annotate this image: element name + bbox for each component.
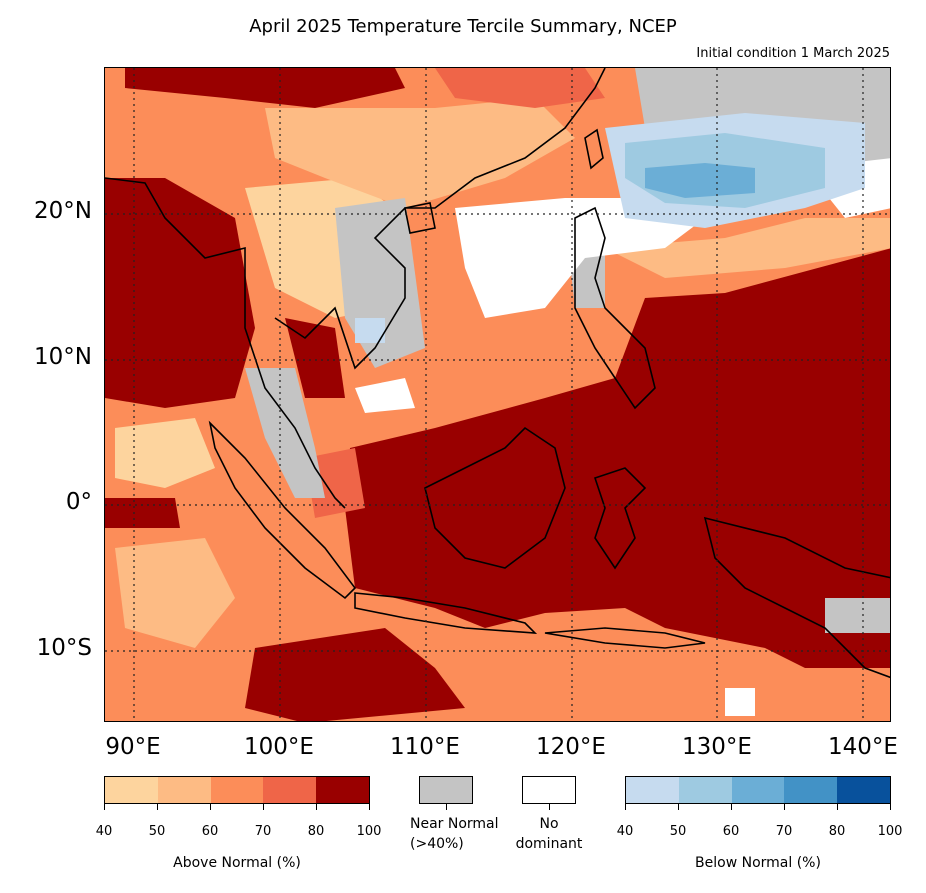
coastline-lesser-sunda — [544, 627, 706, 649]
below-tick-50: 50 — [669, 824, 687, 839]
coastline-hainan — [404, 202, 436, 234]
lon-label-130e: 130°E — [682, 734, 752, 760]
map-subtitle: Initial condition 1 March 2025 — [696, 46, 890, 61]
below-tick-40: 40 — [616, 824, 634, 839]
field-above-80-sundaland — [285, 318, 345, 398]
map-title: April 2025 Temperature Tercile Summary, … — [249, 16, 677, 37]
above-tick-60: 60 — [201, 824, 219, 839]
colorbar-above-normal — [104, 776, 370, 804]
coastline-sulawesi — [593, 467, 647, 570]
lat-label-10n: 10°N — [34, 344, 92, 370]
swatch-above-60-70 — [210, 777, 264, 803]
field-above-80-north — [125, 68, 405, 108]
no-dominant-label-line1: No — [539, 816, 559, 832]
below-tick-60: 60 — [722, 824, 740, 839]
field-above-80-indonesia — [345, 248, 890, 668]
field-above-70-sea — [305, 448, 365, 518]
swatch-no-dominant — [522, 776, 576, 804]
coastline-philippines — [574, 206, 656, 410]
above-tick-50: 50 — [148, 824, 166, 839]
field-above-70-north-east — [435, 68, 605, 108]
lon-label-140e: 140°E — [828, 734, 898, 760]
coastlines — [105, 68, 890, 679]
field-below-60 — [645, 163, 755, 198]
coastline-taiwan — [584, 128, 604, 170]
coastline-borneo — [424, 426, 566, 569]
swatch-above-70-80 — [263, 777, 317, 803]
field-near-normal-new-guinea — [825, 598, 890, 633]
swatch-above-80-100 — [316, 777, 369, 803]
near-normal-label-line2: (>40%) — [410, 836, 464, 852]
field-no-dominant-south — [725, 688, 755, 716]
above-tick-40: 40 — [95, 824, 113, 839]
lon-label-110e: 110°E — [390, 734, 460, 760]
swatch-below-60-70 — [731, 777, 785, 803]
swatch-below-50-60 — [678, 777, 732, 803]
field-above-50-south-indian — [115, 538, 235, 648]
near-normal-label-line1: Near Normal — [410, 816, 499, 832]
coastline-sumatra — [208, 420, 357, 600]
map-canvas — [105, 68, 890, 721]
field-above-80-south — [245, 628, 465, 721]
colorbar-below-normal — [625, 776, 891, 804]
field-no-dominant-scs — [455, 198, 705, 318]
swatch-near-normal — [419, 776, 473, 804]
lat-label-20n: 20°N — [34, 198, 92, 224]
lon-label-120e: 120°E — [536, 734, 606, 760]
swatch-below-80-100 — [837, 777, 890, 803]
field-above-50-south-china — [265, 98, 575, 208]
below-normal-label: Below Normal (%) — [695, 855, 821, 871]
coastline-mainland-asia — [105, 68, 606, 509]
field-above-50-east — [605, 218, 890, 278]
below-tick-80: 80 — [828, 824, 846, 839]
above-tick-80: 80 — [307, 824, 325, 839]
above-tick-70: 70 — [254, 824, 272, 839]
coastline-java — [354, 592, 538, 634]
map-panel — [104, 67, 891, 722]
swatch-above-40-50 — [105, 777, 158, 803]
lat-label-10s: 10°S — [36, 635, 92, 661]
swatch-below-70-80 — [784, 777, 838, 803]
field-no-dominant-patch — [355, 378, 415, 413]
above-normal-label: Above Normal (%) — [173, 855, 301, 871]
field-above-80-west — [105, 498, 180, 528]
swatch-above-50-60 — [157, 777, 211, 803]
graticule — [105, 68, 890, 721]
lat-label-0: 0° — [65, 489, 92, 515]
below-tick-100: 100 — [877, 824, 903, 839]
field-near-normal-malaya — [245, 368, 325, 498]
field-below-40-vietnam — [355, 318, 385, 343]
lon-label-100e: 100°E — [244, 734, 314, 760]
field-above-80-bay-of-bengal — [105, 178, 255, 408]
below-tick-70: 70 — [775, 824, 793, 839]
no-dominant-label-line2: dominant — [515, 836, 583, 852]
swatch-below-40-50 — [626, 777, 679, 803]
above-tick-100: 100 — [356, 824, 382, 839]
coastline-new-guinea — [703, 516, 890, 679]
field-above-40-west-sea — [115, 418, 215, 488]
lon-label-90e: 90°E — [105, 734, 161, 760]
